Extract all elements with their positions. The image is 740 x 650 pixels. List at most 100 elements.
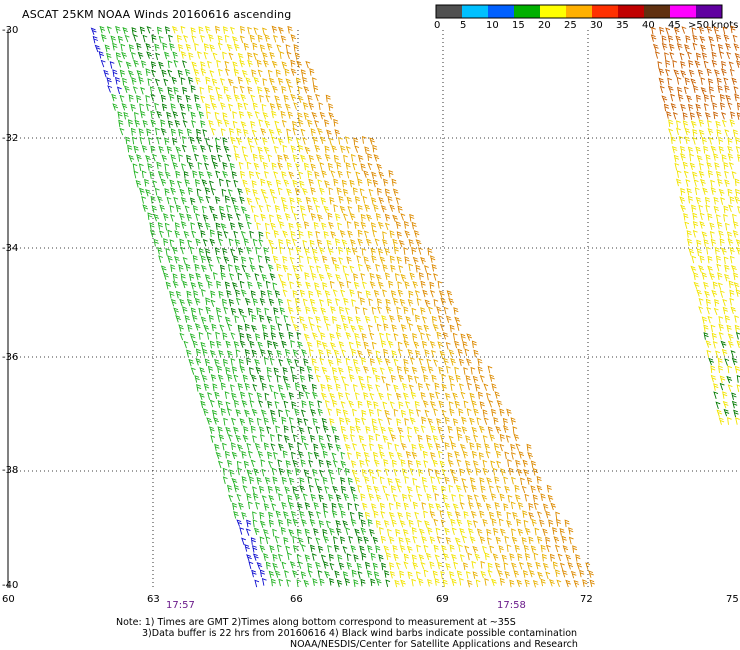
wind-barb: [388, 511, 395, 520]
wind-barb: [282, 144, 288, 153]
lat-lon-grid: [8, 30, 740, 588]
wind-barb: [373, 571, 380, 579]
wind-barb: [235, 349, 241, 358]
wind-barb: [292, 544, 299, 553]
wind-barb: [408, 384, 414, 392]
wind-barb: [496, 460, 502, 469]
wind-barb: [360, 493, 366, 502]
wind-barb: [299, 366, 305, 374]
wind-barb: [173, 307, 179, 316]
wind-barb: [357, 154, 364, 163]
wind-barb: [198, 111, 204, 119]
wind-barb: [501, 554, 507, 563]
wind-barb: [337, 554, 343, 562]
wind-barb: [367, 324, 373, 333]
wind-barb: [449, 324, 455, 333]
wind-barb: [181, 111, 187, 120]
wind-barb: [707, 315, 713, 324]
wind-barb: [473, 494, 479, 502]
wind-barb: [387, 477, 393, 486]
wind-barb: [198, 248, 204, 256]
wind-barb: [286, 188, 292, 196]
wind-barb: [161, 69, 167, 78]
wind-barb: [379, 451, 385, 459]
wind-barb: [400, 324, 407, 332]
wind-barb: [307, 476, 313, 484]
wind-barb: [351, 299, 356, 307]
wind-barb: [694, 187, 700, 195]
wind-barb: [195, 213, 200, 221]
wind-barb: [333, 536, 338, 544]
wind-barb: [301, 519, 307, 527]
wind-barb: [134, 112, 139, 120]
wind-barb: [286, 51, 292, 60]
wind-barb: [382, 485, 388, 494]
wind-barb: [487, 426, 494, 435]
wind-barb: [545, 510, 551, 519]
wind-barb: [451, 553, 457, 562]
legend-swatch: [592, 5, 618, 18]
wind-barb: [326, 460, 332, 468]
wind-barb: [380, 510, 386, 519]
wind-barb: [313, 84, 319, 93]
wind-barb: [244, 213, 251, 222]
wind-barb: [459, 443, 466, 452]
wind-barb: [429, 510, 436, 519]
wind-barb: [297, 417, 303, 426]
wind-barb: [164, 137, 170, 146]
wind-barb: [414, 400, 420, 409]
wind-barb: [348, 341, 354, 350]
wind-barb: [403, 221, 409, 229]
wind-barb: [498, 545, 504, 553]
wind-barb: [217, 400, 223, 408]
wind-barb: [398, 374, 405, 383]
wind-barb: [225, 179, 231, 188]
wind-barb: [191, 35, 197, 43]
wind-barb: [323, 510, 329, 518]
wind-barb: [127, 144, 133, 153]
wind-barb: [444, 416, 450, 425]
wind-barb: [666, 111, 672, 119]
wind-barb: [367, 162, 373, 171]
wind-barb: [376, 163, 383, 172]
wind-barb: [686, 51, 692, 60]
wind-barb: [705, 340, 712, 348]
wind-barb: [713, 205, 720, 214]
wind-barb: [378, 171, 385, 179]
wind-barb: [333, 178, 339, 187]
wind-barb: [255, 246, 260, 255]
wind-barb: [395, 528, 401, 537]
wind-barb: [438, 290, 445, 298]
wind-barb: [296, 331, 302, 340]
wind-barb: [106, 77, 112, 85]
wind-barb: [462, 340, 468, 349]
wind-barb: [324, 399, 330, 408]
wind-barb: [106, 52, 112, 61]
wind-barb: [503, 476, 508, 485]
wind-barb: [222, 137, 228, 146]
wind-barb: [258, 204, 264, 213]
wind-barb: [728, 162, 734, 170]
wind-barb: [288, 416, 294, 425]
wind-barb: [442, 494, 448, 503]
wind-barb: [393, 468, 399, 477]
wind-barb: [462, 450, 469, 459]
wind-barb: [223, 119, 230, 127]
wind-barb: [431, 315, 437, 324]
wind-barb: [734, 365, 740, 374]
wind-barb: [315, 204, 321, 213]
wind-barb: [120, 43, 126, 52]
wind-barb: [361, 417, 366, 425]
note-line-2: 3)Data buffer is 22 hrs from 20160616 4)…: [142, 628, 578, 639]
wind-barb: [698, 119, 705, 127]
wind-barb: [414, 375, 419, 384]
wind-barb: [213, 417, 219, 425]
wind-barb: [696, 239, 702, 248]
wind-barb: [216, 119, 223, 127]
wind-barb: [703, 145, 709, 154]
wind-barb: [336, 161, 342, 170]
wind-barb: [487, 562, 493, 571]
wind-barb: [237, 382, 243, 391]
wind-barb: [726, 51, 732, 60]
wind-barb: [669, 52, 675, 60]
